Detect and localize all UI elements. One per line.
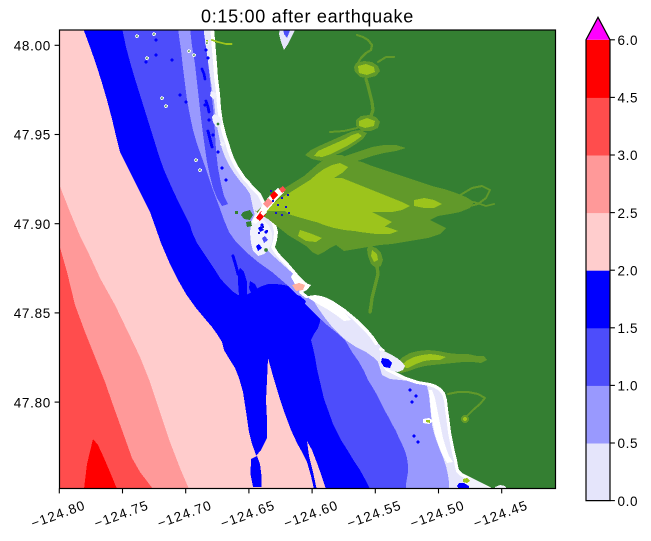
svg-text:47.95: 47.95 <box>14 128 51 143</box>
svg-text:−124.60: −124.60 <box>282 497 341 531</box>
svg-text:−124.50: −124.50 <box>408 497 467 531</box>
svg-text:−124.70: −124.70 <box>155 497 214 531</box>
svg-text:47.90: 47.90 <box>14 217 51 232</box>
svg-text:6.0: 6.0 <box>618 33 639 48</box>
svg-text:48.00: 48.00 <box>14 39 51 54</box>
svg-text:2.0: 2.0 <box>618 263 639 278</box>
svg-text:47.85: 47.85 <box>14 306 51 321</box>
svg-text:0:15:00 after earthquake: 0:15:00 after earthquake <box>201 7 414 27</box>
svg-text:−124.80: −124.80 <box>29 497 88 531</box>
svg-text:0.5: 0.5 <box>618 436 639 451</box>
svg-text:−124.55: −124.55 <box>345 497 404 531</box>
svg-text:1.0: 1.0 <box>618 379 639 394</box>
svg-text:4.5: 4.5 <box>618 91 639 106</box>
svg-text:47.80: 47.80 <box>14 395 51 410</box>
svg-text:−124.65: −124.65 <box>219 497 278 531</box>
svg-text:2.5: 2.5 <box>618 206 639 221</box>
svg-text:−124.75: −124.75 <box>92 497 151 531</box>
svg-text:1.5: 1.5 <box>618 321 639 336</box>
svg-text:−124.45: −124.45 <box>471 497 530 531</box>
svg-text:0.0: 0.0 <box>618 494 639 509</box>
svg-text:3.0: 3.0 <box>618 148 639 163</box>
